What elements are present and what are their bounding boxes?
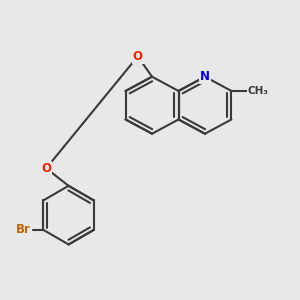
Text: N: N <box>200 70 210 83</box>
Text: O: O <box>133 50 143 63</box>
Text: O: O <box>41 162 51 175</box>
Text: CH₃: CH₃ <box>248 86 268 96</box>
Text: Br: Br <box>15 223 30 236</box>
